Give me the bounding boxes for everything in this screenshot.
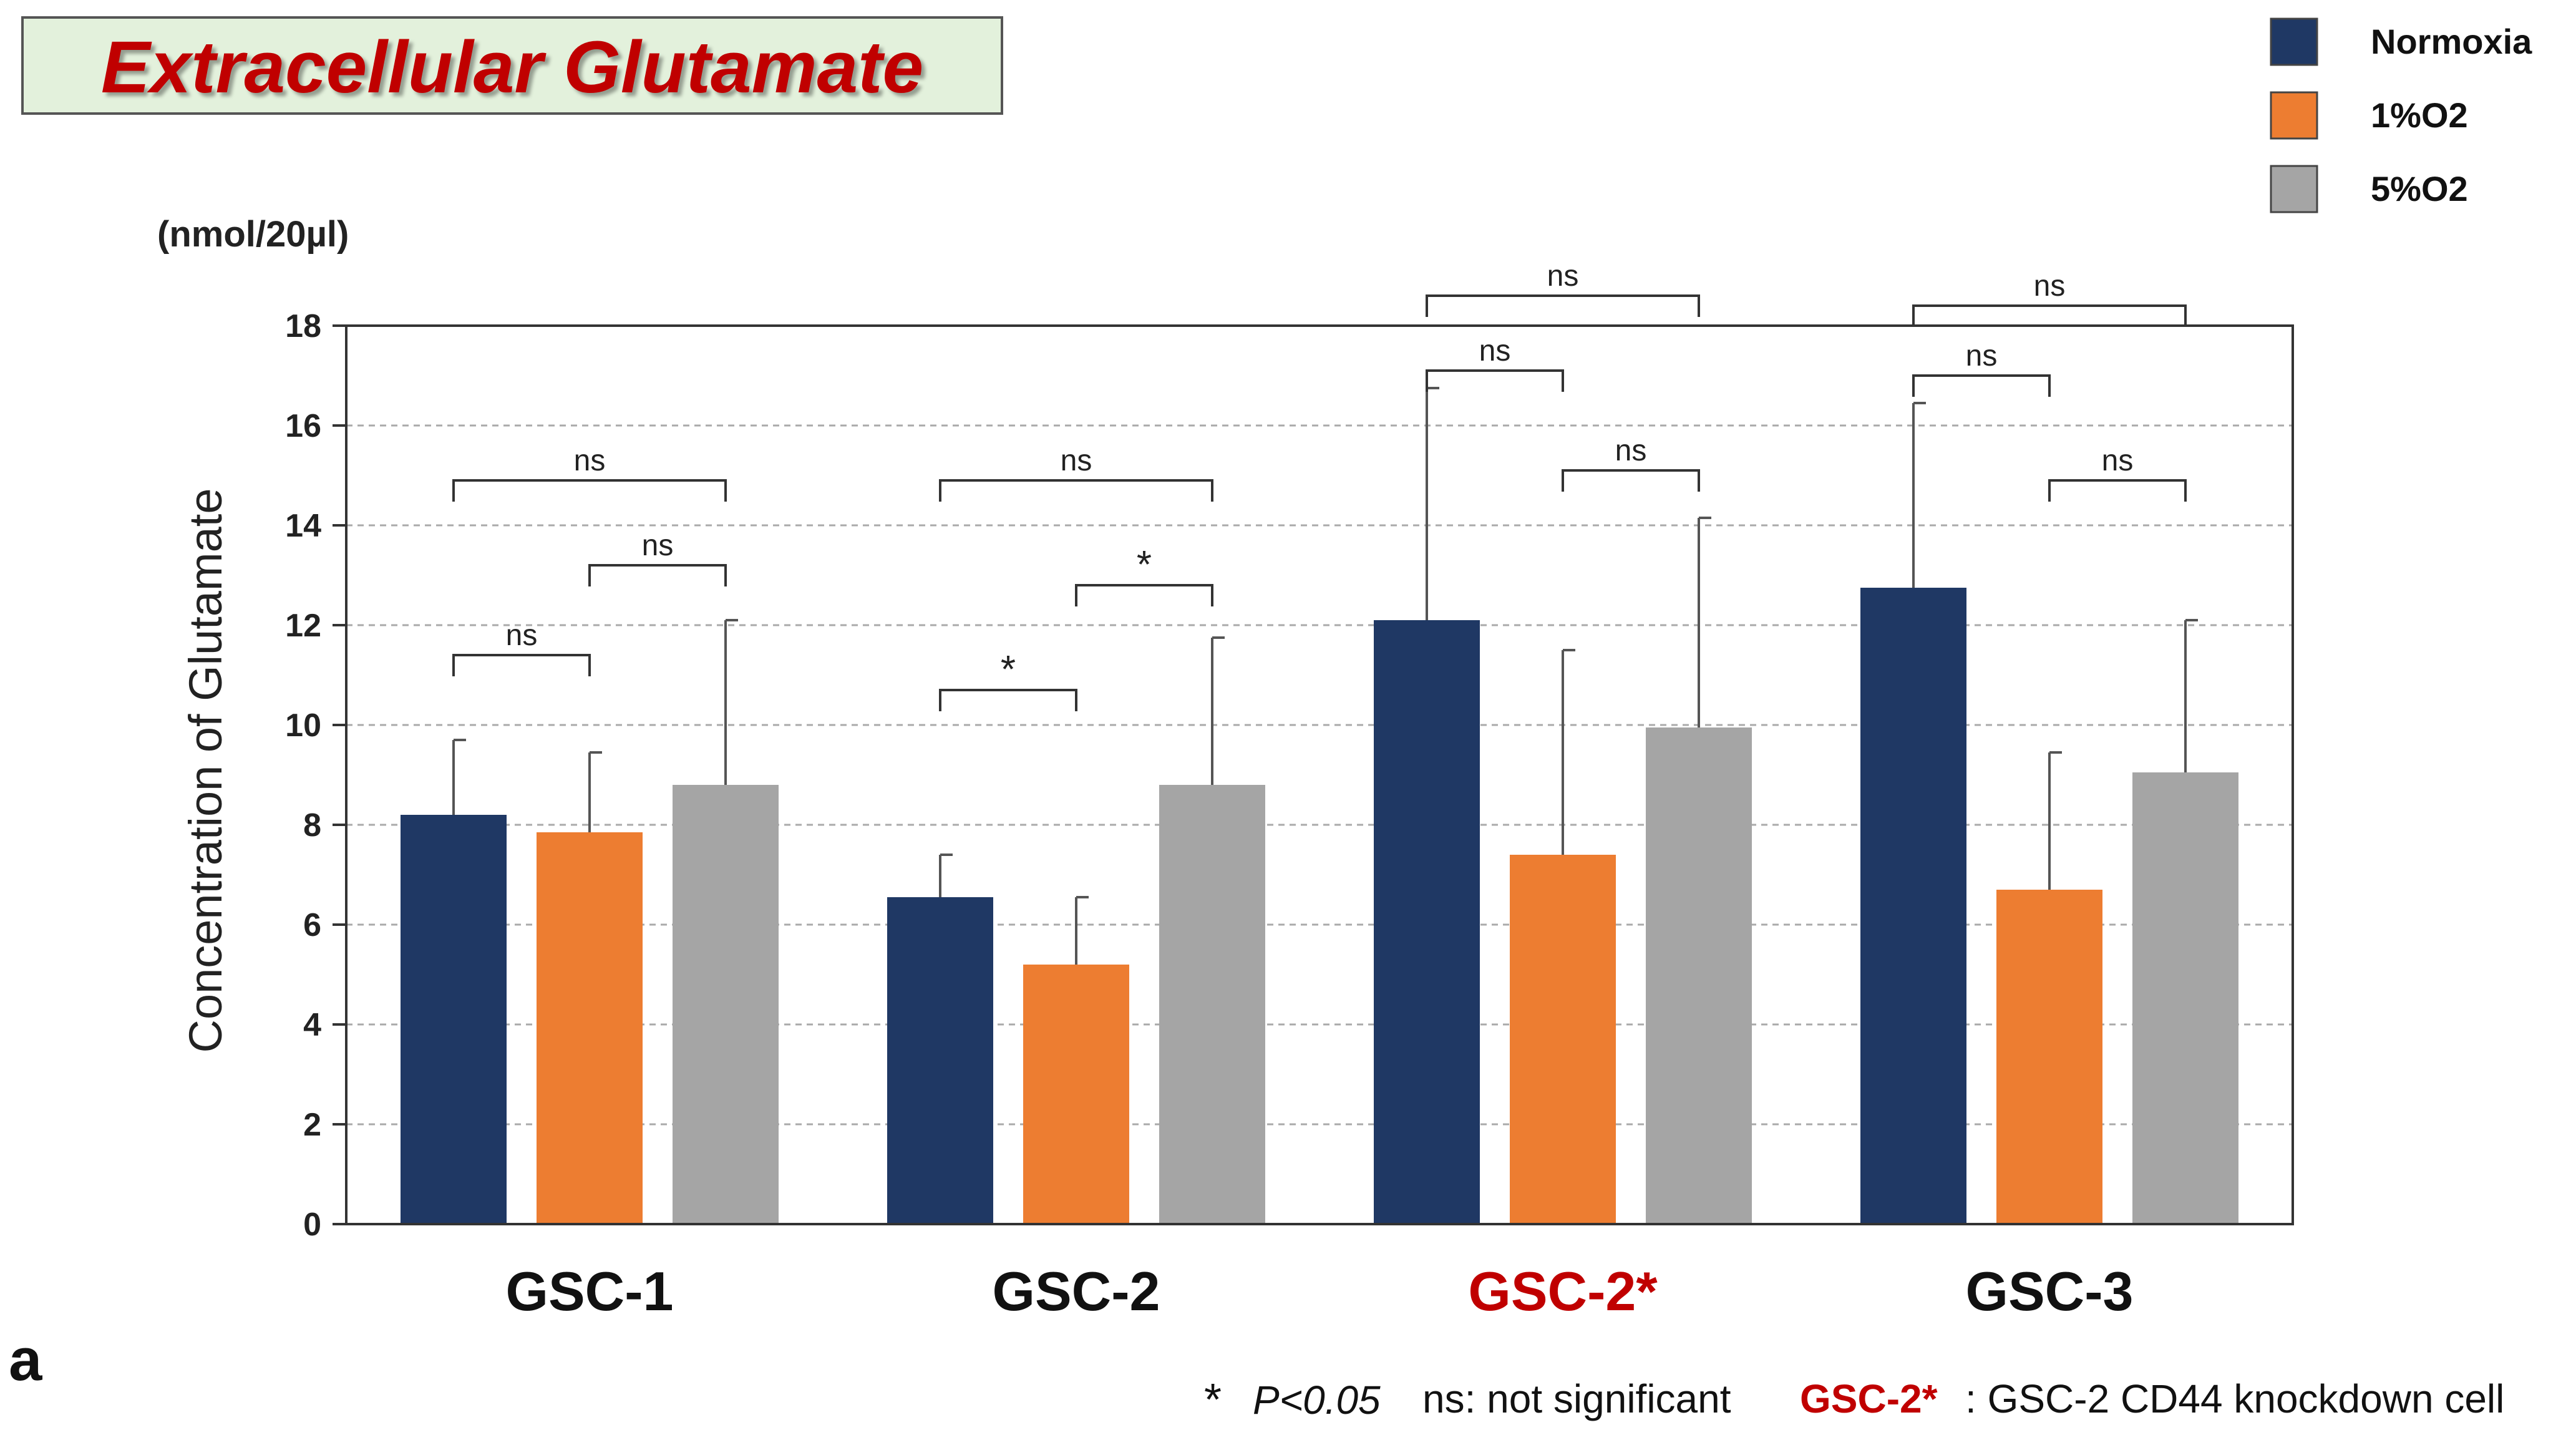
bar-5o2-gsc2 <box>1159 785 1265 1224</box>
legend-swatch <box>2270 165 2318 213</box>
significance-bracket <box>452 654 591 676</box>
bar-normoxia-gsc1 <box>401 815 507 1224</box>
panel-label: a <box>9 1326 42 1393</box>
footnote-sig-symbol: * <box>1204 1375 1222 1425</box>
y-tick-label: 10 <box>285 708 321 744</box>
y-tick-label: 4 <box>303 1007 321 1043</box>
bars <box>401 588 2238 1224</box>
significance-label: ns <box>1547 260 1579 293</box>
footnote: * P<0.05 ns: not significant GSC-2* : GS… <box>1204 1375 2504 1425</box>
x-axis-labels: GSC-1 GSC-2 GSC-2* GSC-3 <box>506 1260 2134 1322</box>
significance-bracket <box>939 689 1077 711</box>
gridlines <box>346 424 2293 1126</box>
bar-normoxia-gsc3 <box>1860 588 1966 1224</box>
significance-label: ns <box>2034 270 2066 303</box>
significance-bracket <box>939 479 1213 502</box>
significance-bracket <box>1075 584 1213 606</box>
y-tick-label: 0 <box>303 1207 321 1243</box>
bar-5o2-gsc2 <box>1646 727 1752 1224</box>
legend-label: 1%O2 <box>2371 95 2468 135</box>
bar-1o2-gsc2 <box>1023 965 1129 1224</box>
significance-bracket <box>1912 374 2051 397</box>
y-axis-ticks: 0 2 4 6 8 10 12 14 16 18 <box>285 308 346 1243</box>
significance-label: * <box>1001 648 1016 691</box>
x-category-label: GSC-2 <box>993 1260 1160 1322</box>
significance-label: ns <box>1479 334 1511 367</box>
legend-label: Normoxia <box>2371 22 2532 61</box>
significance-label: ns <box>1615 434 1647 467</box>
chart-title-box: Extracellular Glutamate <box>21 16 1003 115</box>
y-tick-label: 16 <box>285 408 321 444</box>
legend: Normoxia 1%O2 5%O2 <box>2270 17 2532 213</box>
footnote-ns-text: ns: not significant <box>1422 1376 1731 1421</box>
x-category-label: GSC-2* <box>1468 1260 1658 1322</box>
footnote-highlight-name: GSC-2* <box>1800 1376 1938 1421</box>
y-tick-label: 18 <box>285 308 321 344</box>
significance-label: ns <box>574 444 606 477</box>
y-tick-label: 14 <box>285 508 321 544</box>
significance-bracket <box>1426 294 1700 317</box>
y-tick-label: 12 <box>285 608 321 644</box>
significance-brackets: ns ns ns * * ns ns ns ns ns ns ns <box>452 260 2187 711</box>
x-category-label: GSC-1 <box>506 1260 674 1322</box>
significance-bracket <box>2048 479 2187 502</box>
significance-bracket <box>1426 369 1564 392</box>
chart-title: Extracellular Glutamate <box>100 26 924 109</box>
legend-label: 5%O2 <box>2371 169 2468 208</box>
x-category-label: GSC-3 <box>1966 1260 2134 1322</box>
significance-label: ns <box>2102 444 2134 477</box>
bar-normoxia-gsc2 <box>1374 620 1480 1224</box>
significance-bracket <box>588 564 727 586</box>
y-tick-label: 2 <box>303 1107 321 1143</box>
bar-1o2-gsc1 <box>537 832 643 1224</box>
significance-label: * <box>1137 543 1152 586</box>
error-bars <box>452 387 2198 965</box>
legend-swatch <box>2270 91 2318 140</box>
bar-normoxia-gsc2 <box>887 897 993 1224</box>
footnote-highlight-desc: : GSC-2 CD44 knockdown cell <box>1965 1376 2504 1421</box>
significance-bracket <box>1912 304 2187 327</box>
plot-area-frame <box>345 324 2294 1225</box>
bar-1o2-gsc2 <box>1510 855 1616 1224</box>
significance-label: ns <box>1061 444 1092 477</box>
unit-label: (nmol/20µl) <box>157 214 349 255</box>
significance-bracket <box>452 479 727 502</box>
significance-bracket <box>1562 469 1700 492</box>
y-tick-label: 8 <box>303 807 321 844</box>
significance-label: ns <box>506 619 538 652</box>
significance-label: ns <box>1966 339 1998 372</box>
bar-5o2-gsc3 <box>2132 772 2238 1224</box>
bar-1o2-gsc3 <box>1996 890 2102 1224</box>
bar-5o2-gsc1 <box>673 785 779 1224</box>
footnote-sig-text: P<0.05 <box>1253 1378 1381 1423</box>
y-tick-label: 6 <box>303 907 321 943</box>
y-axis-label: Concentration of Glutamate <box>180 489 231 1053</box>
significance-label: ns <box>642 529 674 562</box>
legend-swatch <box>2270 17 2318 66</box>
